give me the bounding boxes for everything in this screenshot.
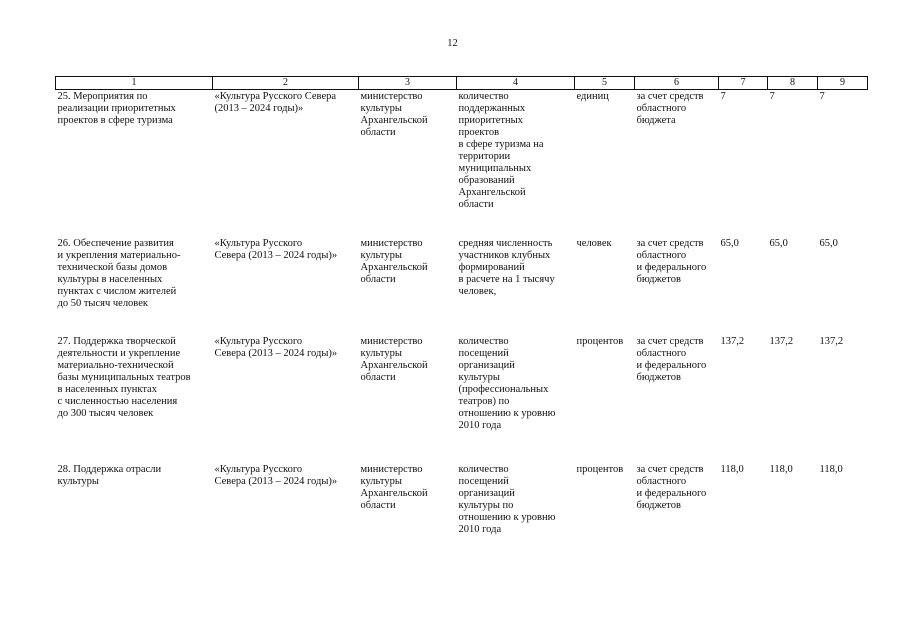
table-row: 25. Мероприятия по реализации приоритетн… bbox=[56, 90, 868, 238]
unit-cell: единиц bbox=[576, 91, 609, 102]
value-col8-cell: 118,0 bbox=[769, 464, 793, 475]
value-col9-cell: 7 bbox=[819, 91, 825, 102]
ministry-cell: министерство культуры Архангельской обла… bbox=[360, 91, 428, 138]
value-col9-cell: 65,0 bbox=[819, 238, 838, 249]
event-cell: 26. Обеспечение развития и укрепления ма… bbox=[57, 238, 181, 309]
event-cell: 25. Мероприятия по реализации приоритетн… bbox=[57, 91, 176, 126]
program-cell: «Культура Русского Севера (2013 – 2024 г… bbox=[214, 91, 337, 114]
value-col7-cell: 137,2 bbox=[720, 336, 745, 347]
indicator-cell: количество посещений организаций культур… bbox=[458, 336, 556, 431]
program-cell: «Культура Русского Севера (2013 – 2024 г… bbox=[214, 238, 338, 261]
event-cell: 28. Поддержка отрасли культуры bbox=[57, 464, 162, 487]
column-number-1: 1 bbox=[55, 76, 213, 90]
funding-cell: за счет средств областного и федеральног… bbox=[636, 336, 707, 383]
ministry-cell: министерство культуры Архангельской обла… bbox=[360, 464, 428, 511]
column-number-2: 2 bbox=[212, 76, 359, 90]
column-number-6: 6 bbox=[634, 76, 719, 90]
page-number: 12 bbox=[447, 38, 458, 49]
program-cell: «Культура Русского Севера (2013 – 2024 г… bbox=[214, 464, 338, 487]
value-col8-cell: 7 bbox=[769, 91, 775, 102]
value-col9-cell: 137,2 bbox=[819, 336, 844, 347]
indicator-cell: средняя численность участников клубных ф… bbox=[458, 238, 555, 297]
value-col9-cell: 118,0 bbox=[819, 464, 843, 475]
event-cell: 27. Поддержка творческой деятельности и … bbox=[57, 336, 191, 419]
column-number-4: 4 bbox=[456, 76, 575, 90]
value-col7-cell: 118,0 bbox=[720, 464, 744, 475]
column-number-5: 5 bbox=[574, 76, 635, 90]
column-number-9: 9 bbox=[817, 76, 868, 90]
indicator-cell: количество поддержанных приоритетных про… bbox=[458, 91, 544, 210]
indicators-table: 1 2 3 4 5 6 7 8 9 25. Мероприятия по реа… bbox=[55, 76, 868, 544]
funding-cell: за счет средств областного и федеральног… bbox=[636, 238, 707, 285]
column-number-3: 3 bbox=[358, 76, 457, 90]
unit-cell: процентов bbox=[576, 336, 624, 347]
program-cell: «Культура Русского Севера (2013 – 2024 г… bbox=[214, 336, 338, 359]
ministry-cell: министерство культуры Архангельской обла… bbox=[360, 336, 428, 383]
value-col7-cell: 7 bbox=[720, 91, 726, 102]
value-col7-cell: 65,0 bbox=[720, 238, 739, 249]
table-row: 27. Поддержка творческой деятельности и … bbox=[56, 335, 868, 463]
unit-cell: процентов bbox=[576, 464, 624, 475]
table-row: 26. Обеспечение развития и укрепления ма… bbox=[56, 237, 868, 335]
table-row: 28. Поддержка отрасли культуры «Культура… bbox=[56, 463, 868, 544]
column-number-8: 8 bbox=[767, 76, 818, 90]
funding-cell: за счет средств областного и федеральног… bbox=[636, 464, 707, 511]
unit-cell: человек bbox=[576, 238, 612, 249]
column-number-7: 7 bbox=[718, 76, 768, 90]
value-col8-cell: 137,2 bbox=[769, 336, 794, 347]
indicator-cell: количество посещений организаций культур… bbox=[458, 464, 556, 535]
ministry-cell: министерство культуры Архангельской обла… bbox=[360, 238, 428, 285]
value-col8-cell: 65,0 bbox=[769, 238, 788, 249]
column-number-header-row: 1 2 3 4 5 6 7 8 9 bbox=[55, 76, 868, 90]
funding-cell: за счет средств областного бюджета bbox=[636, 91, 704, 126]
